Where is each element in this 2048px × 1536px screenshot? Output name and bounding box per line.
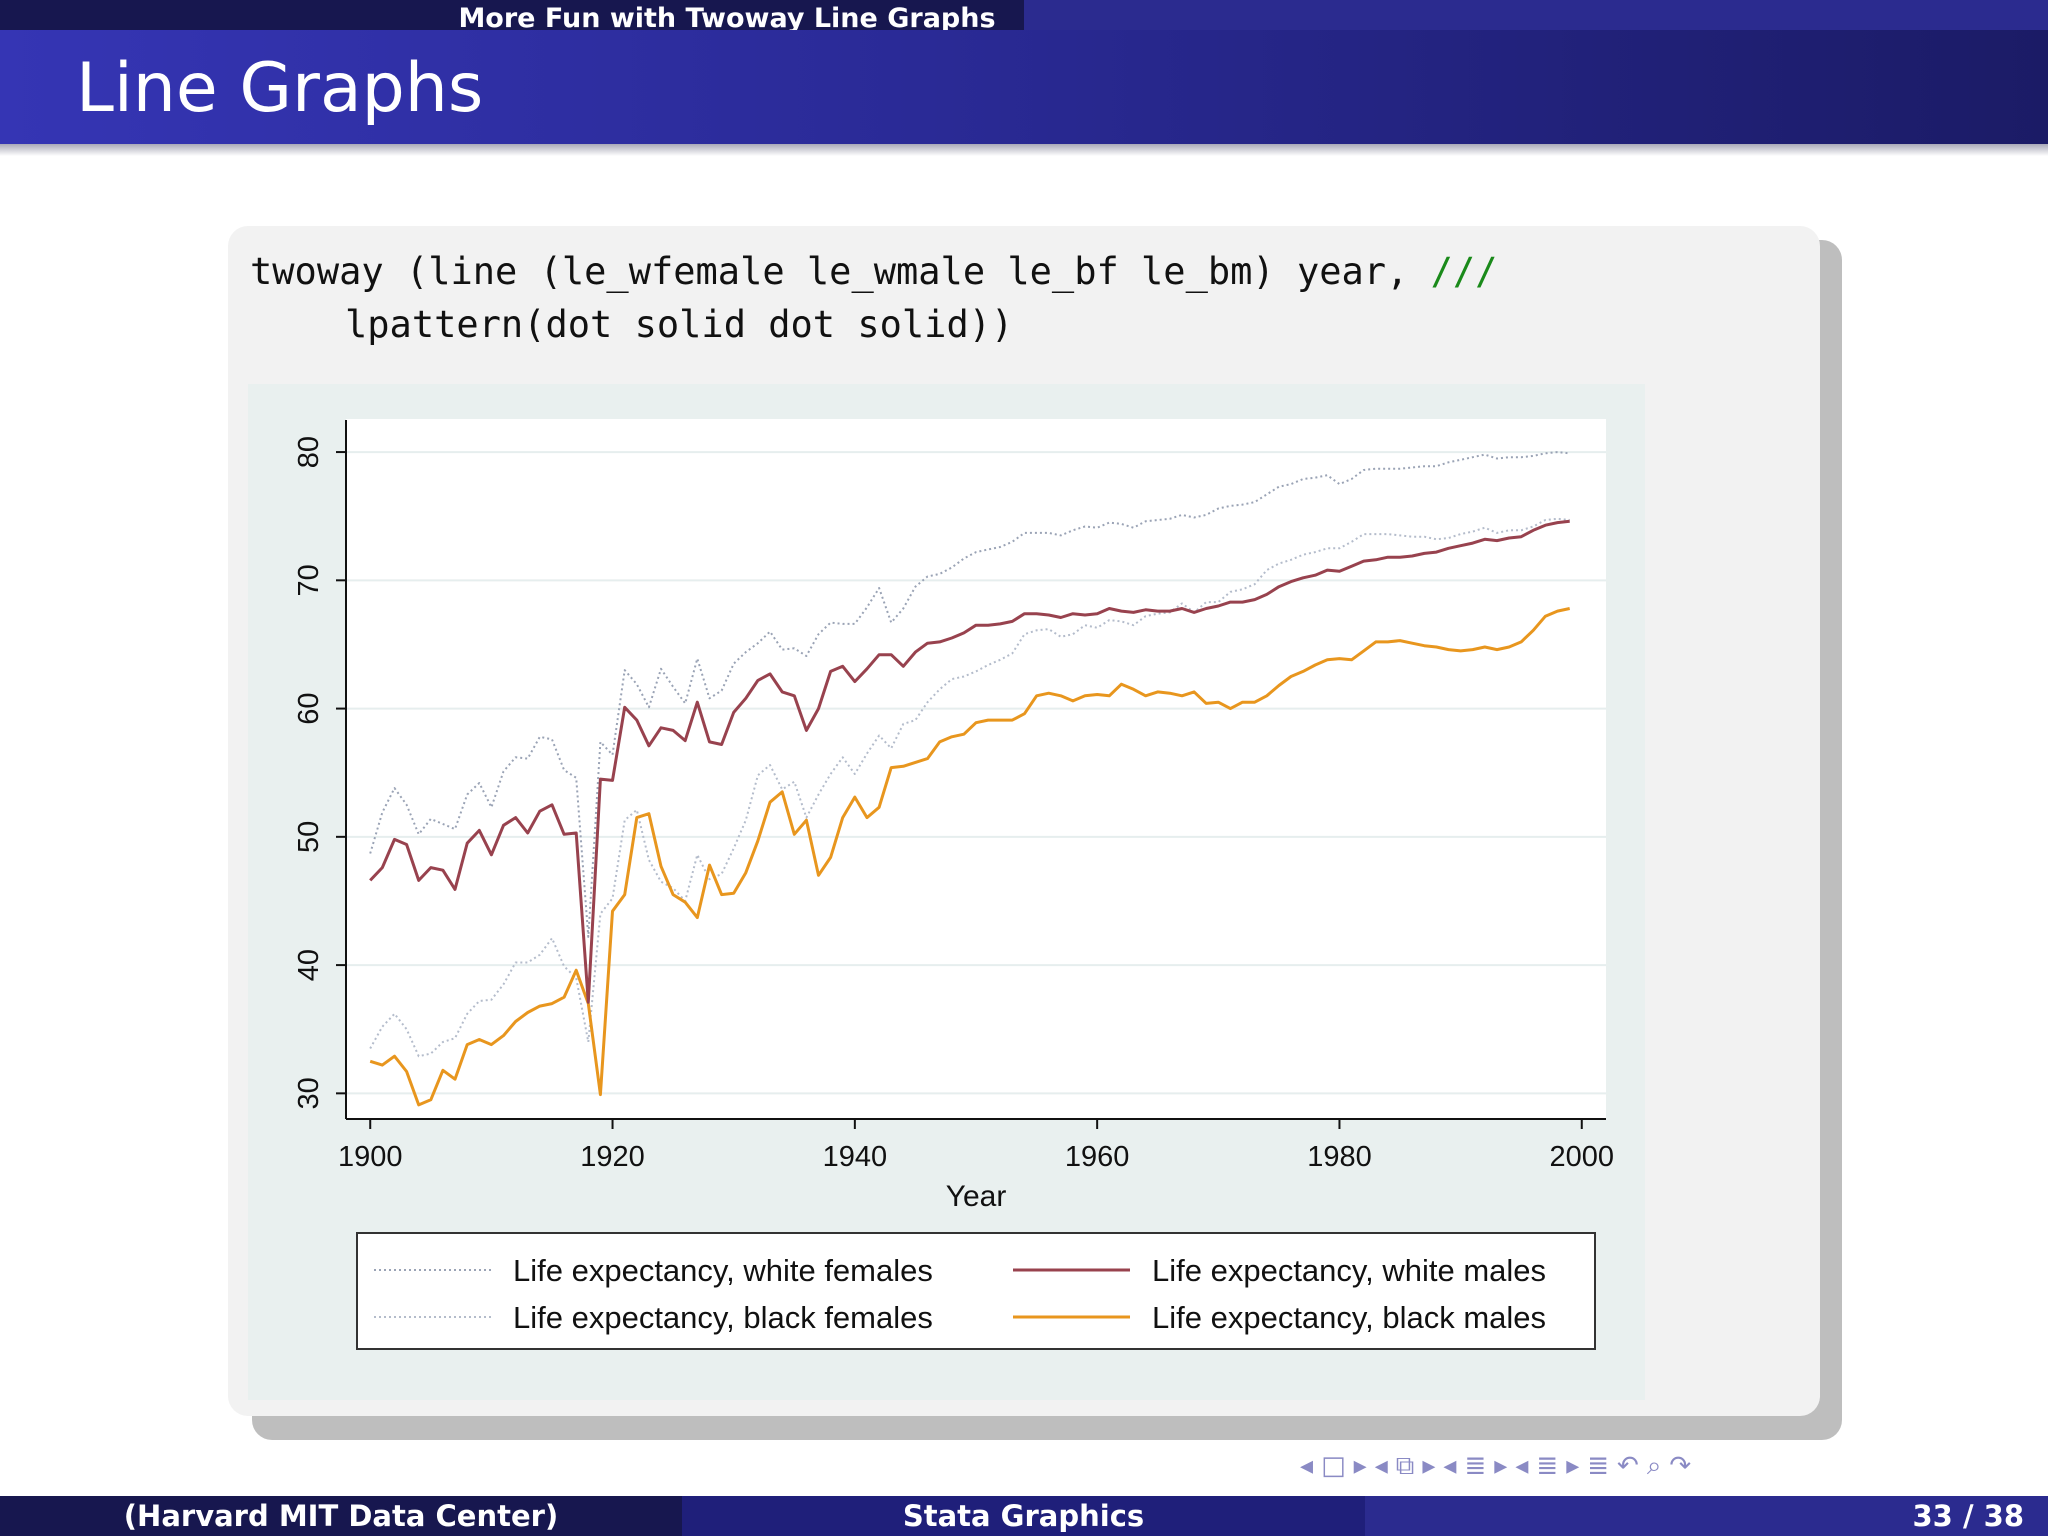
nav-symbol-icon[interactable]: ⧉ [1395,1451,1415,1481]
section-title[interactable]: More Fun with Twoway Line Graphs [458,3,996,30]
series-line-3 [369,607,1571,1107]
series-line-2 [369,517,1570,1058]
frame-title-bar [0,30,2048,144]
code-line-2: lpattern(dot solid dot solid)) [345,303,1014,346]
x-tick-label: 2000 [1550,1141,1615,1173]
footer-title: Stata Graphics [682,1496,1365,1536]
y-tick-label: 70 [293,564,325,596]
nav-symbol-icon[interactable]: ▸ [1422,1451,1436,1481]
nav-symbol-icon[interactable]: ⌕ [1646,1451,1662,1481]
nav-symbol-icon[interactable]: ◂ [1300,1451,1314,1481]
code-line-1: twoway (line (le_wfemale le_wmale le_bf … [250,250,1497,293]
x-tick-label: 1940 [823,1141,888,1173]
nav-symbol-icon[interactable]: ≣ [1587,1451,1610,1481]
footer-author: (Harvard MIT Data Center) [0,1496,682,1536]
y-tick-label: 80 [293,436,325,468]
legend-label-3: Life expectancy, black males [1152,1300,1546,1335]
series-group [369,451,1571,1107]
y-tick-label: 40 [293,949,325,981]
x-tick-label: 1980 [1307,1141,1372,1173]
headline-bar-right [1024,0,2048,30]
x-tick-label: 1920 [580,1141,645,1173]
y-tick-label: 50 [293,821,325,853]
legend-label-0: Life expectancy, white females [513,1253,933,1288]
footer-page-number: 33 / 38 [1912,1499,2025,1533]
legend-label-2: Life expectancy, black females [513,1300,933,1335]
nav-symbol-icon[interactable]: ↶ [1617,1451,1639,1481]
x-axis-title: Year [946,1180,1007,1213]
series-line-1 [369,519,1570,1004]
nav-symbol-icon[interactable]: ▸ [1353,1451,1367,1481]
gridlines [346,451,1606,1095]
x-axis-ticks: 1900 1920 1940 1960 1980 2000 [338,1119,1614,1173]
legend: Life expectancy, white females Life expec… [374,1253,1546,1335]
y-tick-label: 30 [293,1077,325,1109]
frame-title: Line Graphs [76,49,484,128]
legend-label-1: Life expectancy, white males [1152,1253,1546,1288]
legend-box [356,1232,1596,1350]
nav-symbol-icon[interactable]: ▸ [1494,1451,1508,1481]
footer-page-number-cell: 33 / 38 [1365,1496,2048,1536]
x-tick-label: 1900 [338,1141,403,1173]
nav-symbol-icon[interactable]: ≣ [1464,1451,1487,1481]
title-shadow [0,144,2048,156]
headline-bar-left [0,0,1024,30]
headline-bar: More Fun with Twoway Line Graphs [0,0,2048,30]
x-tick-label: 1960 [1065,1141,1130,1173]
nav-symbol-icon[interactable]: ◂ [1374,1451,1388,1481]
nav-symbol-icon[interactable]: ▸ [1566,1451,1580,1481]
y-axis-ticks: 30 40 50 60 70 80 [293,436,346,1109]
code-text: twoway (line (le_wfemale le_wmale le_bf … [250,250,1431,293]
nav-symbol-icon[interactable]: ↷ [1669,1451,1692,1481]
nav-symbol-icon[interactable]: □ [1321,1451,1346,1481]
nav-symbol-icon[interactable]: ◂ [1515,1451,1529,1481]
nav-symbol-icon[interactable]: ◂ [1443,1451,1457,1481]
nav-symbol-icon[interactable]: ≣ [1536,1451,1559,1481]
plot-region [346,419,1606,1119]
series-line-0 [369,451,1570,938]
beamer-navigation: ◂ □ ▸ ◂ ⧉ ▸ ◂ ≣ ▸ ◂ ≣ ▸ ≣ ↶ ⌕ ↷ [1300,1446,2040,1486]
code-continuation-comment: /// [1430,250,1498,293]
y-tick-label: 60 [293,692,325,724]
